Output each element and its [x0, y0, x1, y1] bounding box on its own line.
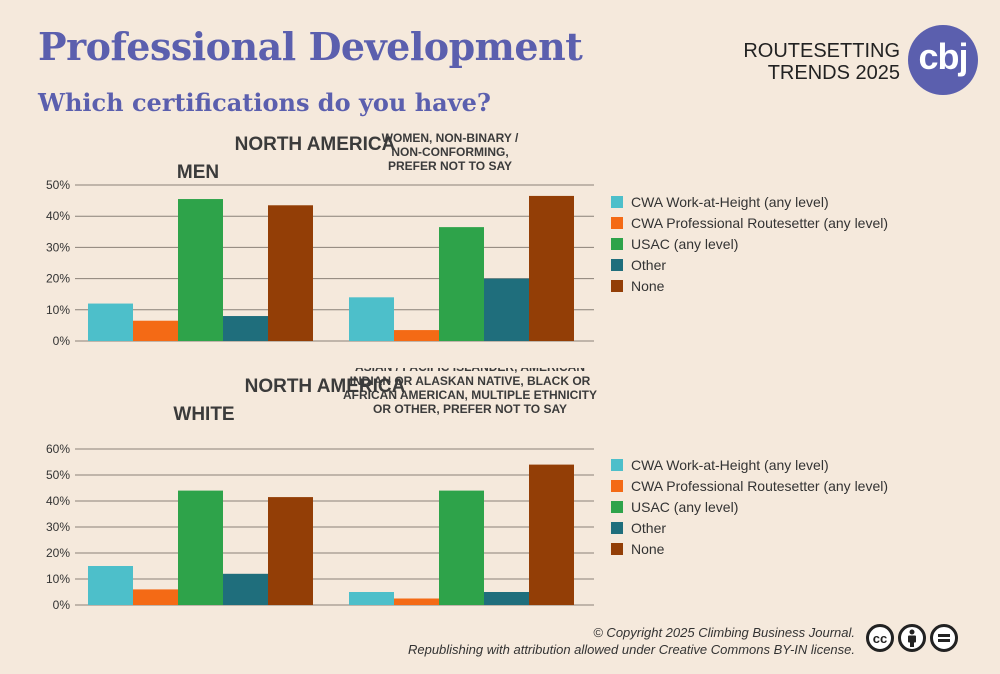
category-label-1: MEN	[177, 162, 219, 183]
bar-2-2	[394, 330, 439, 341]
bar-2-2	[394, 598, 439, 605]
legend-item: Other	[611, 254, 888, 275]
legend-ethnicity: CWA Work-at-Height (any level) CWA Profes…	[611, 454, 888, 559]
y-tick-label: 50%	[46, 468, 70, 482]
legend-swatch	[611, 237, 623, 250]
category-label-2: ASIAN / PACIFIC ISLANDER, AMERICANINDIAN…	[343, 368, 597, 416]
copyright-footer: © Copyright 2025 Climbing Business Journ…	[408, 624, 855, 658]
brand-line-2: TRENDS 2025	[767, 62, 900, 84]
y-tick-label: 0%	[53, 334, 71, 348]
legend-swatch	[611, 258, 623, 271]
cbj-logo: cbj	[908, 25, 978, 95]
bar-1-4	[223, 316, 268, 341]
y-tick-label: 10%	[46, 303, 70, 317]
legend-swatch	[611, 458, 623, 471]
y-tick-label: 10%	[46, 572, 70, 586]
bar-2-4	[484, 592, 529, 605]
bar-2-3	[439, 490, 484, 605]
legend-item: Other	[611, 517, 888, 538]
chart-gender: 0% 10% 20% 30% 40% 50% NORTH AMERICA MEN WOMEN, …	[46, 131, 594, 348]
legend-label: USAC (any level)	[631, 498, 739, 515]
legend-item: CWA Work-at-Height (any level)	[611, 191, 888, 212]
legend-swatch	[611, 279, 623, 292]
legend-gender: CWA Work-at-Height (any level) CWA Profes…	[611, 191, 888, 296]
y-tick-label: 60%	[46, 442, 70, 456]
legend-label: CWA Professional Routesetter (any level)	[631, 477, 889, 494]
category-label-2: WOMEN, NON-BINARY / NON-CONFORMING, PREFER…	[382, 131, 519, 173]
page-subtitle: Which certifications do you have?	[38, 88, 491, 117]
y-tick-label: 0%	[53, 598, 71, 612]
bar-2-1	[349, 592, 394, 605]
nd-icon	[930, 624, 958, 652]
bar-1-2	[133, 320, 178, 341]
bar-2-4	[484, 278, 529, 341]
legend-swatch	[611, 216, 623, 229]
legend-label: CWA Work-at-Height (any level)	[631, 193, 829, 210]
y-tick-label: 30%	[46, 240, 70, 254]
brand-line-1: ROUTESETTING	[743, 40, 900, 62]
bar-1-5	[268, 497, 313, 605]
copyright-line: © Copyright 2025 Climbing Business Journ…	[593, 625, 855, 640]
license-icons: cc	[866, 624, 958, 652]
legend-swatch	[611, 195, 623, 208]
y-tick-label: 30%	[46, 520, 70, 534]
legend-label: Other	[631, 256, 667, 273]
legend-label: USAC (any level)	[631, 235, 739, 252]
y-tick-label: 20%	[46, 546, 70, 560]
legend-swatch	[611, 479, 623, 492]
region-label: NORTH AMERICA	[235, 134, 396, 155]
license-line: Republishing with attribution allowed un…	[407, 642, 855, 657]
bar-1-1	[88, 566, 133, 605]
legend-item: USAC (any level)	[611, 496, 888, 517]
y-tick-label: 40%	[46, 494, 70, 508]
by-icon	[898, 624, 926, 652]
y-tick-label: 20%	[46, 272, 70, 286]
bar-2-3	[439, 227, 484, 341]
category-label-1: WHITE	[173, 404, 234, 425]
page-title: Professional Development	[38, 24, 583, 69]
bar-1-1	[88, 303, 133, 341]
legend-label: CWA Work-at-Height (any level)	[631, 456, 829, 473]
y-tick-label: 40%	[46, 209, 70, 223]
bar-1-4	[223, 573, 268, 605]
bar-2-1	[349, 297, 394, 341]
legend-item: CWA Professional Routesetter (any level)	[611, 212, 888, 233]
legend-item: None	[611, 275, 888, 296]
chart-ethnicity: 0% 10% 20% 30% 40% 50% 60% NORTH AMERICA WHITE AS…	[46, 368, 597, 612]
bar-2-5	[529, 195, 574, 341]
y-tick-label: 50%	[46, 178, 70, 192]
legend-item: None	[611, 538, 888, 559]
bar-1-5	[268, 205, 313, 341]
legend-label: None	[631, 540, 665, 557]
legend-label: Other	[631, 519, 667, 536]
bar-2-5	[529, 464, 574, 605]
region-label: NORTH AMERICA	[245, 376, 406, 397]
brand-label: ROUTESETTING TRENDS 2025	[743, 40, 900, 84]
bar-1-3	[178, 199, 223, 341]
legend-swatch	[611, 500, 623, 513]
legend-item: CWA Work-at-Height (any level)	[611, 454, 888, 475]
legend-swatch	[611, 521, 623, 534]
legend-item: USAC (any level)	[611, 233, 888, 254]
legend-swatch	[611, 542, 623, 555]
legend-item: CWA Professional Routesetter (any level)	[611, 475, 888, 496]
legend-label: None	[631, 277, 665, 294]
cc-icon: cc	[866, 624, 894, 652]
bar-1-3	[178, 490, 223, 605]
bar-1-2	[133, 589, 178, 605]
legend-label: CWA Professional Routesetter (any level)	[631, 214, 889, 231]
